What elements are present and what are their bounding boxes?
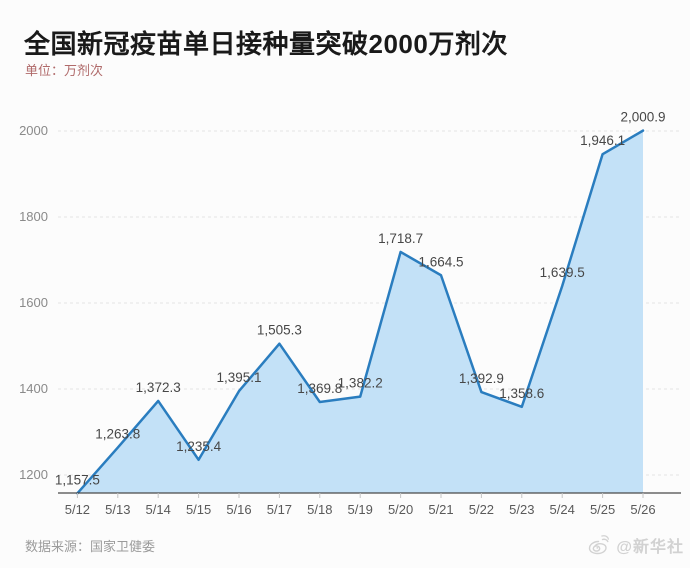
page-title: 全国新冠疫苗单日接种量突破2000万剂次 xyxy=(24,29,508,59)
data-point-label: 1,157.5 xyxy=(55,472,100,487)
area-fill xyxy=(77,130,643,494)
data-point-label: 1,392.9 xyxy=(459,371,504,386)
y-axis-label: 2000 xyxy=(19,123,48,138)
data-point-label: 1,372.3 xyxy=(136,380,181,395)
unit-label: 单位：万剂次 xyxy=(25,63,104,78)
data-point-label: 1,382.2 xyxy=(338,376,383,391)
data-point-label: 1,639.5 xyxy=(540,265,585,280)
x-axis-label: 5/15 xyxy=(186,502,211,517)
data-point-label: 1,235.4 xyxy=(176,439,222,454)
data-point-label: 1,358.6 xyxy=(499,386,544,401)
x-axis-label: 5/25 xyxy=(590,502,615,517)
y-axis-label: 1600 xyxy=(19,295,48,310)
weibo-icon xyxy=(589,535,610,555)
watermark: @新华社 xyxy=(587,533,684,557)
x-axis-label: 5/24 xyxy=(550,502,575,517)
x-axis-label: 5/13 xyxy=(105,502,130,517)
data-point-label: 1,263.8 xyxy=(95,427,140,442)
x-axis-label: 5/19 xyxy=(348,502,373,517)
x-axis-label: 5/16 xyxy=(226,502,251,517)
y-axis-label: 1800 xyxy=(19,209,48,224)
data-point-label: 1,664.5 xyxy=(418,254,463,269)
x-axis-label: 5/21 xyxy=(428,502,453,517)
x-axis-label: 5/17 xyxy=(267,502,292,517)
watermark-label: @新华社 xyxy=(616,539,684,556)
data-point-label: 1,505.3 xyxy=(257,323,302,338)
data-point-label: 1,369.8 xyxy=(297,381,342,396)
x-axis-label: 5/12 xyxy=(65,502,90,517)
data-point-label: 2,000.9 xyxy=(620,110,665,125)
x-axis-label: 5/18 xyxy=(307,502,332,517)
y-axis-label: 1400 xyxy=(19,381,48,396)
y-axis-label: 1200 xyxy=(19,467,48,482)
x-axis-label: 5/14 xyxy=(146,502,171,517)
data-point-label: 1,395.1 xyxy=(216,370,261,385)
data-source-label: 数据来源：国家卫健委 xyxy=(25,539,156,554)
trend-line xyxy=(76,129,645,495)
x-axis-label: 5/26 xyxy=(630,502,655,517)
x-axis-label: 5/20 xyxy=(388,502,413,517)
data-point-label: 1,718.7 xyxy=(378,231,423,246)
data-point-label: 1,946.1 xyxy=(580,133,625,148)
x-axis-label: 5/22 xyxy=(469,502,494,517)
x-axis-label: 5/23 xyxy=(509,502,534,517)
